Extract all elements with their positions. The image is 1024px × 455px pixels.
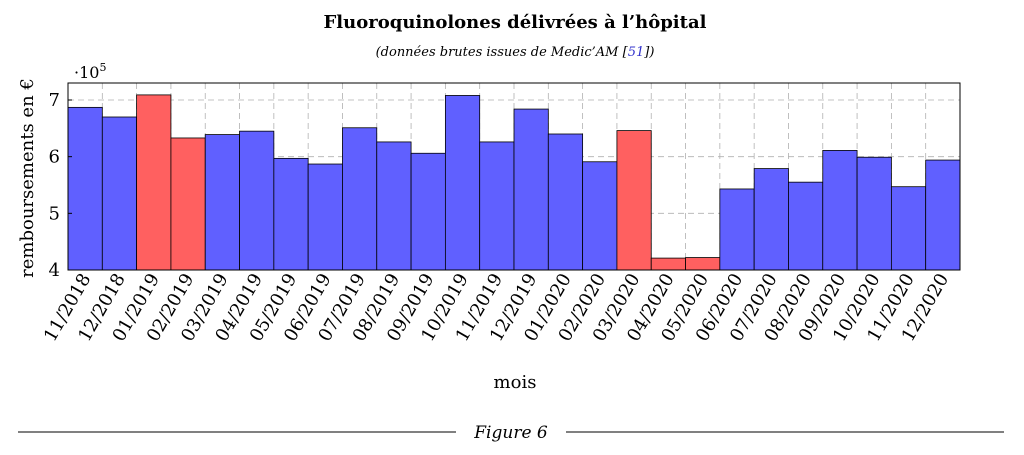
subtitle-reference-link[interactable]: 51 [628,45,645,60]
x-ticks: 11/201812/201801/201902/201903/201904/20… [40,270,953,345]
bar-09-2019 [410,152,446,271]
bar-10-2019 [444,95,481,271]
bar-04-2019 [239,130,275,271]
chart-title: Fluoroquinolones délivrées à l’hôpital [324,12,707,33]
bar-08-2020 [788,181,824,271]
y-tick-label: 4 [49,260,60,281]
bar-06-2019 [307,163,343,271]
chart-subtitle: (données brutes issues de Medic’AM [51]) [376,45,655,60]
y-axis-label: remboursements en € [17,78,38,278]
bar-03-2019 [204,134,240,271]
y-ticks: 4 5 6 7 [49,90,72,281]
bar-04-2020 [650,257,686,271]
bar-11-2020 [890,186,927,271]
bar-01-2020 [547,133,584,271]
y-tick-label: 6 [49,147,60,168]
y-tick-label: 5 [49,203,60,224]
bar-05-2020 [685,257,721,271]
y-scale-exponent: 5 [99,61,106,74]
bar-12-2018 [101,116,138,271]
bar-11-2019 [479,141,515,271]
bar-05-2019 [273,157,309,271]
bar-12-2019 [513,108,549,271]
y-scale-base: ·10 [74,63,99,82]
bar-10-2020 [856,156,892,271]
bar-12-2020 [925,159,961,271]
bar-02-2019 [170,137,206,271]
bar-01-2019 [136,94,172,271]
bar-11-2018 [67,106,103,271]
bar-06-2020 [719,188,755,271]
bar-08-2019 [376,141,412,271]
bars [67,94,961,271]
subtitle-after: ]) [643,45,654,60]
y-tick-label: 7 [49,90,60,111]
figure-caption: Figure 6 [473,423,548,443]
bar-07-2020 [753,168,789,271]
subtitle-before: (données brutes issues de Medic’AM [ [376,45,629,60]
bar-09-2020 [822,150,858,271]
y-scale-label: ·105 [74,61,106,82]
plot-frame [67,82,961,271]
x-axis-label: mois [494,372,537,393]
bar-07-2019 [342,127,378,271]
bar-02-2020 [582,161,618,271]
bar-03-2020 [616,130,652,271]
